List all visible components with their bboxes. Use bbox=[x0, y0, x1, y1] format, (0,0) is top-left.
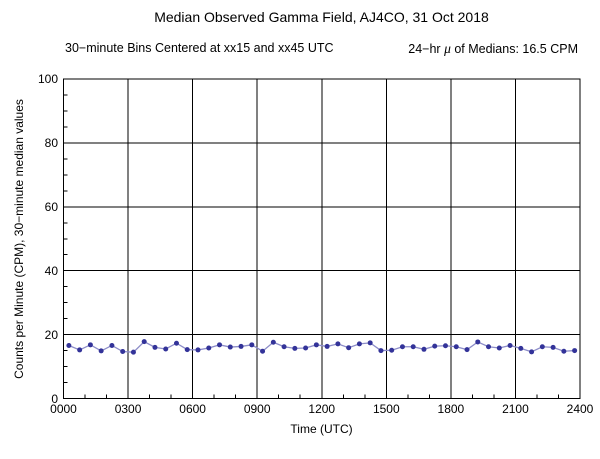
plot-border bbox=[63, 78, 581, 399]
x-tick-label: 0300 bbox=[114, 402, 142, 416]
x-tick-label: 0000 bbox=[50, 402, 77, 416]
data-point bbox=[389, 347, 395, 353]
data-point bbox=[475, 339, 481, 345]
x-tick-label: 0900 bbox=[243, 402, 271, 416]
data-point bbox=[518, 345, 524, 351]
data-point bbox=[195, 347, 201, 353]
data-point bbox=[184, 347, 190, 353]
x-tick-label: 1200 bbox=[308, 402, 336, 416]
data-point bbox=[550, 344, 556, 350]
data-point bbox=[486, 344, 492, 350]
data-point bbox=[270, 339, 276, 345]
data-point bbox=[98, 348, 104, 354]
data-point bbox=[173, 340, 179, 346]
data-point bbox=[292, 345, 298, 351]
x-tick-label: 1800 bbox=[437, 402, 465, 416]
data-point bbox=[346, 345, 352, 351]
x-tick-label: 1500 bbox=[372, 402, 400, 416]
data-point bbox=[120, 349, 126, 355]
data-point bbox=[572, 348, 578, 354]
y-tick-label: 0 bbox=[51, 391, 58, 406]
data-point bbox=[453, 344, 459, 350]
data-point bbox=[442, 343, 448, 349]
data-point bbox=[335, 341, 341, 347]
mu-symbol: μ bbox=[444, 41, 451, 56]
data-point bbox=[421, 346, 427, 352]
data-point bbox=[87, 342, 93, 348]
subtitle-mean-text: 24−hr μ of Medians: 16.5 CPM bbox=[408, 41, 578, 57]
subtitle-mean-suffix: of Medians: 16.5 CPM bbox=[450, 42, 578, 56]
data-point bbox=[378, 348, 384, 354]
data-point bbox=[109, 342, 115, 348]
data-point bbox=[507, 342, 513, 348]
x-tick-label: 2100 bbox=[502, 402, 529, 416]
data-point bbox=[432, 343, 438, 349]
x-tick-label: 2400 bbox=[566, 402, 594, 416]
data-point bbox=[324, 343, 330, 349]
data-point bbox=[66, 342, 72, 348]
data-point bbox=[141, 339, 147, 345]
data-point bbox=[130, 349, 136, 355]
x-tick-label: 0600 bbox=[179, 402, 206, 416]
data-point bbox=[281, 344, 287, 350]
data-point bbox=[163, 346, 169, 352]
data-point bbox=[206, 345, 212, 351]
data-point bbox=[529, 349, 535, 355]
chart-title: Median Observed Gamma Field, AJ4CO, 31 O… bbox=[154, 9, 489, 25]
chart-subtitle: 30−minute Bins Centered at xx15 and xx45… bbox=[65, 41, 578, 57]
data-point bbox=[260, 348, 266, 354]
data-point bbox=[399, 344, 405, 350]
y-tick-label: 20 bbox=[44, 327, 58, 342]
data-point bbox=[356, 341, 362, 347]
data-point bbox=[303, 345, 309, 351]
y-tick-label: 60 bbox=[44, 199, 58, 214]
data-point bbox=[313, 342, 319, 348]
data-point bbox=[539, 344, 545, 350]
x-axis-label: Time (UTC) bbox=[290, 422, 353, 436]
data-point bbox=[496, 345, 502, 351]
data-point bbox=[410, 344, 416, 350]
data-point bbox=[464, 347, 470, 353]
data-point bbox=[238, 343, 244, 349]
data-point bbox=[249, 342, 255, 348]
data-point bbox=[367, 340, 373, 346]
subtitle-mean-prefix: 24−hr bbox=[408, 42, 445, 56]
y-tick-label: 80 bbox=[44, 135, 58, 150]
data-point bbox=[227, 344, 233, 350]
subtitle-bins-text: 30−minute Bins Centered at xx15 and xx45… bbox=[65, 41, 334, 55]
data-point bbox=[217, 342, 223, 348]
data-point bbox=[152, 344, 158, 350]
y-tick-label: 100 bbox=[37, 72, 58, 86]
data-point bbox=[561, 348, 567, 354]
data-point bbox=[77, 347, 83, 353]
y-tick-label: 40 bbox=[44, 263, 58, 278]
